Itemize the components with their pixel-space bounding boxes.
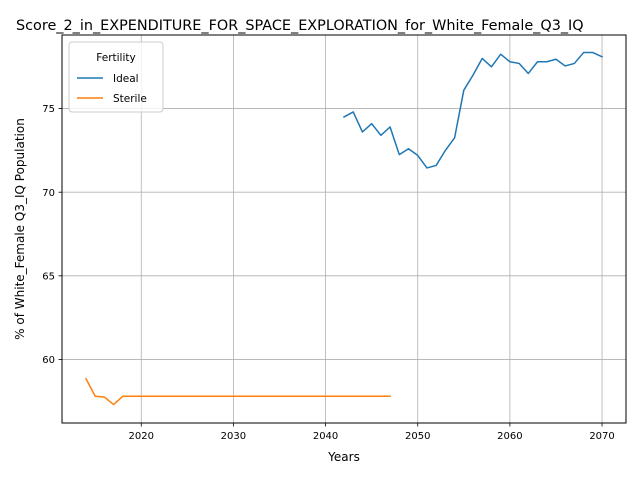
x-tick-label: 2040 (313, 431, 338, 442)
x-tick-label: 2070 (589, 431, 614, 442)
legend-label: Ideal (113, 73, 139, 85)
legend: Fertility Ideal Sterile (68, 41, 164, 113)
x-tick-label: 2020 (129, 431, 154, 442)
y-tick-label: 65 (42, 271, 55, 282)
y-axis: 60 65 70 75 (42, 104, 62, 366)
x-tick-label: 2050 (405, 431, 430, 442)
x-axis-label: Years (327, 450, 360, 464)
y-axis-label: % of White_Female Q3_IQ Population (13, 118, 27, 340)
series-line-sterile (84, 377, 391, 406)
plot-area (84, 51, 604, 406)
series-line-ideal (342, 51, 604, 169)
x-tick-label: 2060 (497, 431, 522, 442)
grid (62, 35, 626, 423)
legend-title: Fertility (96, 52, 135, 64)
y-tick-label: 70 (42, 188, 55, 199)
chart-title: Score_2_in_EXPENDITURE_FOR_SPACE_EXPLORA… (16, 18, 584, 34)
y-tick-label: 75 (42, 104, 55, 115)
x-axis: 2020 2030 2040 2050 2060 2070 (129, 423, 615, 442)
y-tick-label: 60 (42, 355, 55, 366)
x-tick-label: 2030 (221, 431, 246, 442)
legend-box (68, 41, 164, 113)
axes-frame (61, 34, 627, 424)
legend-label: Sterile (113, 93, 147, 105)
